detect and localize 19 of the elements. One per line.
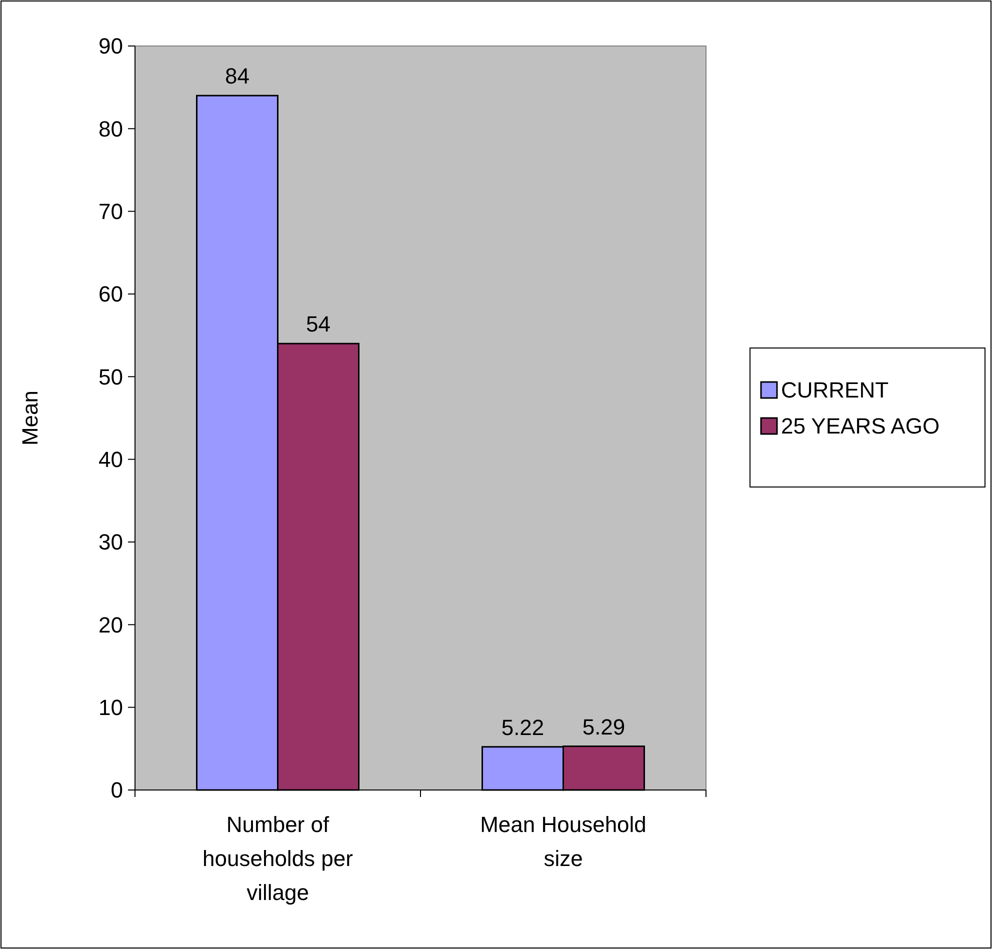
y-tick-label: 30 xyxy=(98,530,123,555)
y-tick-label: 10 xyxy=(98,695,123,720)
y-tick-label: 90 xyxy=(98,34,123,59)
data-label: 5.22 xyxy=(501,714,544,740)
data-label: 54 xyxy=(306,312,330,337)
y-tick-label: 80 xyxy=(98,116,123,142)
x-tick-label: Mean Household size xyxy=(480,812,646,871)
y-tick-label: 70 xyxy=(98,199,123,224)
y-axis-title: Mean xyxy=(18,390,43,446)
legend-label: CURRENT xyxy=(781,378,889,403)
y-tick-label: 0 xyxy=(110,778,123,803)
y-tick-label: 50 xyxy=(98,364,123,390)
x-tick-label: Number of households per village xyxy=(202,812,353,905)
y-tick-label: 60 xyxy=(98,282,123,307)
data-label: 5.29 xyxy=(582,714,626,740)
data-label: 84 xyxy=(225,64,250,89)
y-tick-label: 20 xyxy=(98,612,123,638)
legend-label: 25 YEARS AGO xyxy=(781,414,940,439)
y-tick-label: 40 xyxy=(98,447,123,472)
